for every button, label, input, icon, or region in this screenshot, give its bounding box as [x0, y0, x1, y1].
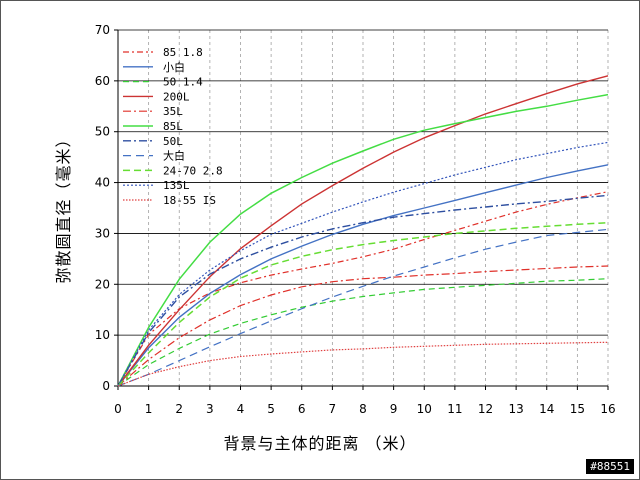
legend-label: 小白 — [163, 60, 185, 74]
legend-label: 85L — [163, 120, 183, 133]
x-tick-label: 13 — [508, 402, 523, 416]
x-tick-label: 0 — [114, 402, 122, 416]
series-line — [117, 93, 609, 387]
legend-label: 35L — [163, 105, 183, 118]
series-line — [117, 228, 609, 387]
y-tick-label: 20 — [95, 277, 110, 291]
legend-label: 135L — [163, 179, 190, 192]
x-tick-label: 9 — [390, 402, 398, 416]
x-tick-label: 2 — [175, 402, 183, 416]
x-tick-label: 3 — [206, 402, 214, 416]
x-tick-label: 1 — [145, 402, 153, 416]
x-tick-label: 12 — [478, 402, 493, 416]
series-line — [117, 341, 609, 387]
legend-label: 50L — [163, 135, 183, 148]
watermark-badge: #88551 — [586, 459, 634, 474]
y-tick-label: 0 — [102, 379, 110, 393]
y-axis-label: 弥散圆直径（毫米） — [54, 130, 73, 284]
legend-label: 85 1.8 — [163, 46, 203, 59]
x-tick-label: 5 — [267, 402, 275, 416]
series-line — [117, 164, 609, 387]
y-tick-label: 10 — [95, 328, 110, 342]
x-tick-label: 4 — [237, 402, 245, 416]
y-tick-label: 30 — [95, 226, 110, 240]
x-axis-label: 背景与主体的距离 （米） — [223, 434, 417, 453]
x-tick-label: 7 — [329, 402, 337, 416]
x-tick-label: 11 — [447, 402, 462, 416]
legend-label: 大白 — [163, 149, 185, 163]
series-line — [117, 265, 609, 387]
series-line — [117, 221, 609, 387]
legend-label: 18-55 IS — [163, 194, 216, 207]
x-tick-label: 16 — [600, 402, 615, 416]
series-line — [117, 191, 609, 387]
y-tick-label: 40 — [95, 176, 110, 190]
series-line — [117, 75, 609, 387]
x-tick-label: 15 — [570, 402, 585, 416]
legend-label: 200L — [163, 90, 190, 103]
y-tick-label: 60 — [95, 74, 110, 88]
legend-label: 24-70 2.8 — [163, 164, 223, 177]
x-tick-label: 14 — [539, 402, 554, 416]
legend-label: 50 1.4 — [163, 76, 203, 89]
series-line — [117, 141, 609, 387]
series-line — [117, 278, 609, 387]
x-tick-label: 10 — [417, 402, 432, 416]
x-tick-label: 8 — [359, 402, 367, 416]
x-tick-label: 6 — [298, 402, 306, 416]
y-tick-label: 50 — [95, 125, 110, 139]
series-line — [117, 194, 609, 387]
y-tick-label: 70 — [95, 23, 110, 37]
